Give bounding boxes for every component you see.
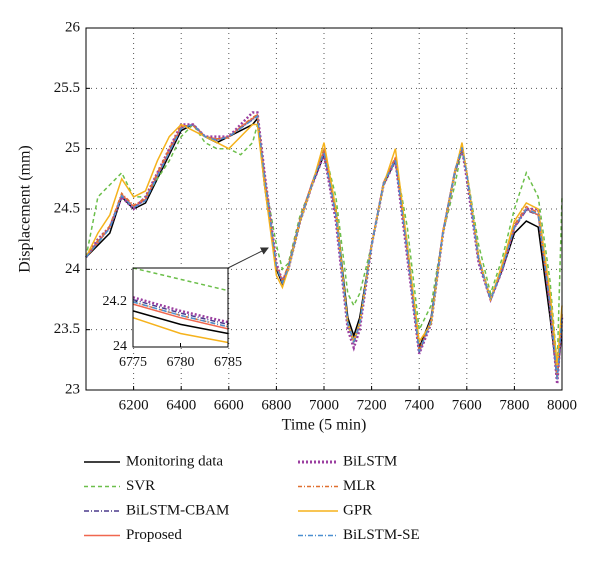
legend-label: GPR [343,502,372,518]
legend-label: Proposed [126,527,182,543]
y-tick-label: 24 [65,261,81,277]
legend-label: BiLSTM [343,453,397,469]
legend-label: BiLSTM-CBAM [126,502,229,518]
series-line [132,303,229,330]
y-tick-label: 25.5 [54,80,80,96]
x-tick-label: 6785 [214,355,242,370]
legend-label: Monitoring data [126,453,223,469]
series-line [132,316,229,344]
series-line [132,301,229,328]
zoom-arrow [227,247,269,269]
x-axis-label: Time (5 min) [282,417,367,434]
x-tick-label: 8000 [547,397,577,413]
x-tick-label: 7200 [357,397,387,413]
legend-label: SVR [126,478,155,494]
x-tick-label: 7000 [309,397,339,413]
y-tick-label: 25 [65,140,80,156]
x-tick-label: 7800 [499,397,529,413]
y-tick-label: 26 [65,19,81,35]
x-tick-label: 6200 [119,397,149,413]
y-tick-label: 24 [113,339,127,354]
series-line [132,267,229,292]
y-axis-label: Displacement (mm) [17,145,34,273]
series-line [132,310,229,335]
x-tick-label: 6800 [261,397,291,413]
plot-frame [85,27,563,391]
legend-label: MLR [343,478,376,494]
y-tick-label: 23 [65,381,80,397]
series-line [132,298,229,326]
series-line [132,296,229,324]
y-tick-label: 24.2 [103,294,128,309]
series-line [85,113,563,378]
legend-label: BiLSTM-SE [343,527,420,543]
x-tick-label: 6600 [214,397,244,413]
x-tick-label: 7600 [452,397,482,413]
series-line [85,114,563,380]
plot-frame [132,267,229,348]
x-tick-label: 6775 [119,355,147,370]
x-tick-label: 6400 [166,397,196,413]
x-tick-label: 6780 [167,355,195,370]
x-tick-label: 7400 [404,397,434,413]
y-tick-label: 24.5 [54,200,80,216]
y-tick-label: 23.5 [54,321,80,337]
